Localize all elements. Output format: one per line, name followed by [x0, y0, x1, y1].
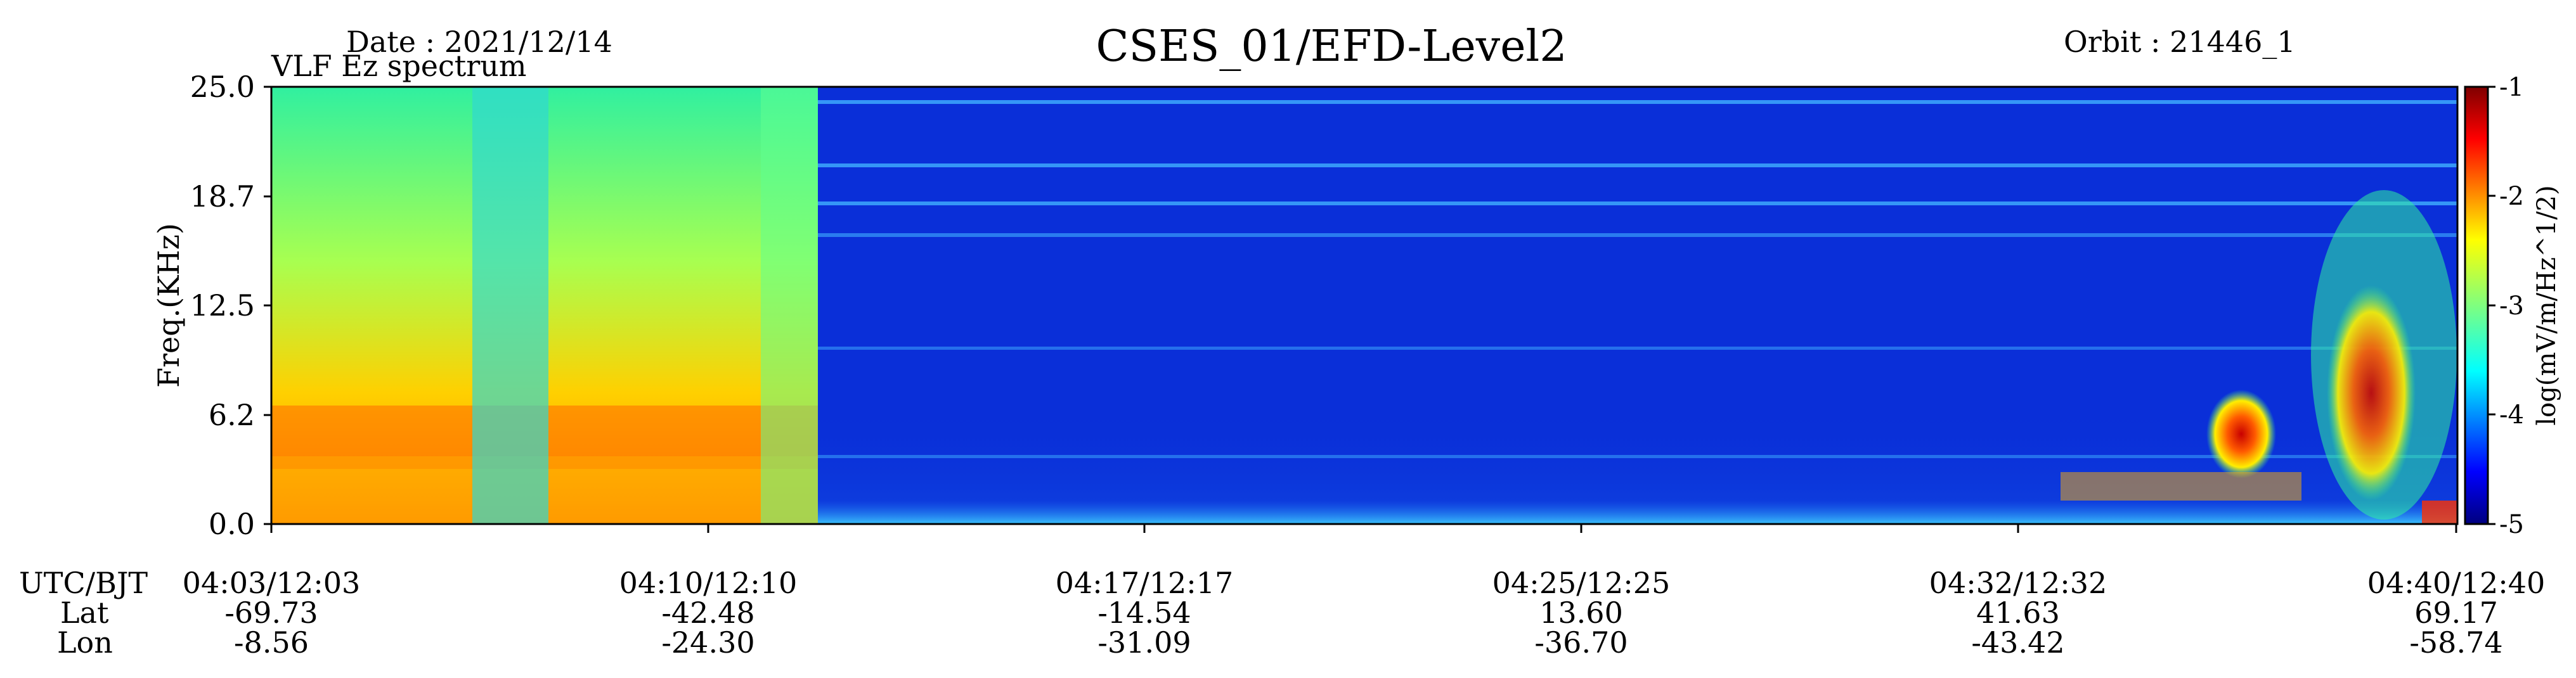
emission-patch	[2206, 390, 2276, 478]
colorbar-tick-label: -3	[2499, 291, 2524, 321]
emission-band	[2422, 501, 2457, 524]
x-tick-column: 04:03/12:03 -69.73 -8.56	[183, 566, 361, 660]
y-axis-label: Freq.(KHz)	[152, 223, 186, 388]
row-label-lat: Lat	[60, 596, 109, 630]
spectral-line	[818, 201, 2457, 205]
emission-band	[2061, 472, 2301, 501]
y-tick-label: 0.0	[209, 507, 255, 541]
spectral-line	[818, 347, 2457, 350]
colorbar: -1 -2 -3 -4 -5 log(mV/m/Hz^1/2)	[2464, 73, 2561, 539]
y-axis: 0.0 6.2 12.5 18.7 25.0 Freq.(KHz)	[152, 70, 271, 541]
x-tick-lon: -8.56	[234, 625, 309, 660]
x-tick-lat: 41.63	[1976, 596, 2060, 630]
x-tick-lon: -43.42	[1971, 625, 2064, 660]
x-tick-time: 04:17/12:17	[1056, 566, 1234, 600]
date-label: Date : 2021/12/14	[346, 25, 612, 59]
x-tick-column: 04:40/12:40 69.17 -58.74	[2367, 566, 2546, 660]
colorbar-label: log(mV/m/Hz^1/2)	[2532, 185, 2561, 425]
x-tick-column: 04:10/12:10 -42.48 -24.30	[619, 566, 798, 660]
spectral-line	[818, 100, 2457, 104]
spectrum-subtitle: VLF Ez spectrum	[271, 49, 527, 83]
spectrogram-plot	[271, 87, 2457, 524]
x-tick-lat: -14.54	[1097, 596, 1191, 630]
colorbar-tick-label: -4	[2499, 400, 2524, 430]
spectral-line	[818, 163, 2457, 167]
x-tick-lon: -24.30	[661, 625, 754, 660]
y-tick-label: 6.2	[209, 398, 255, 432]
colorbar-tick-label: -2	[2499, 182, 2524, 211]
spectral-line	[818, 233, 2457, 237]
x-tick-lat: -69.73	[224, 596, 318, 630]
chart-title: CSES_01/EFD-Level2	[1096, 22, 1567, 72]
x-tick-time: 04:03/12:03	[183, 566, 361, 600]
colorbar-tick-label: -5	[2499, 510, 2524, 539]
x-tick-lat: 69.17	[2414, 596, 2498, 630]
emission-patch	[2327, 285, 2416, 501]
x-tick-lat: -42.48	[661, 596, 754, 630]
x-tick-time: 04:25/12:25	[1492, 566, 1671, 600]
colorbar-tick-label: -1	[2499, 73, 2524, 102]
x-axis	[270, 524, 2457, 533]
x-tick-lat: 13.60	[1539, 596, 1623, 630]
y-tick-label: 18.7	[190, 179, 255, 214]
x-tick-lon: -58.74	[2409, 625, 2502, 660]
y-tick-label: 25.0	[190, 70, 255, 104]
x-tick-column: 04:25/12:25 13.60 -36.70	[1492, 566, 1671, 660]
emission-edge	[761, 87, 818, 524]
x-tick-time: 04:10/12:10	[619, 566, 798, 600]
spectral-line	[818, 455, 2457, 458]
emission-notch	[472, 87, 548, 524]
x-tick-time: 04:40/12:40	[2367, 566, 2546, 600]
x-tick-lon: -36.70	[1534, 625, 1628, 660]
x-tick-column: 04:17/12:17 -14.54 -31.09	[1056, 566, 1234, 660]
row-label-time: UTC/BJT	[19, 566, 148, 600]
y-tick-label: 12.5	[190, 288, 255, 323]
colorbar-scale	[2464, 86, 2489, 525]
orbit-label: Orbit : 21446_1	[2064, 25, 2296, 59]
x-tick-column: 04:32/12:32 41.63 -43.42	[1929, 566, 2107, 660]
x-tick-lon: -31.09	[1097, 625, 1191, 660]
x-tick-time: 04:32/12:32	[1929, 566, 2107, 600]
row-label-lon: Lon	[57, 625, 113, 660]
